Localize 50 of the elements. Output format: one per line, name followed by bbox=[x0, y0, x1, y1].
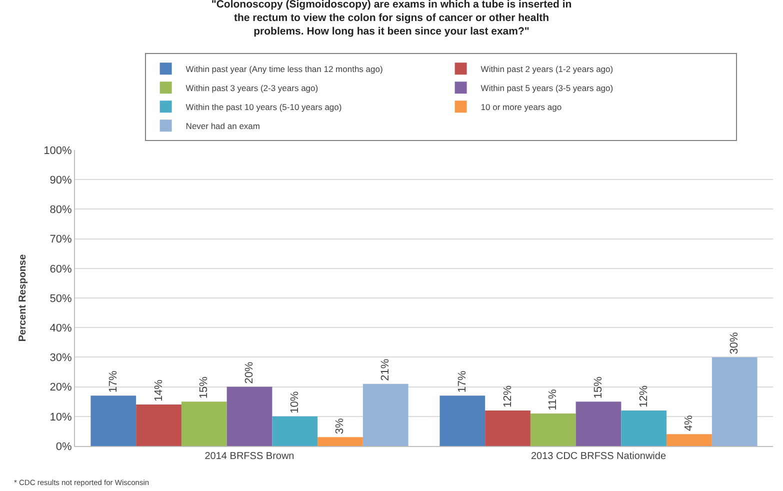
data-label: 12% bbox=[638, 385, 650, 408]
legend-label: 10 or more years ago bbox=[480, 102, 562, 112]
legend-label: Within the past 10 years (5-10 years ago) bbox=[186, 102, 342, 112]
bar bbox=[712, 357, 758, 446]
y-tick-label: 0% bbox=[56, 440, 72, 453]
data-label: 11% bbox=[547, 389, 560, 410]
data-label: 15% bbox=[592, 376, 604, 399]
data-label: 3% bbox=[334, 418, 346, 434]
bar bbox=[666, 434, 712, 446]
data-label: 21% bbox=[380, 358, 392, 381]
y-tick-label: 50% bbox=[50, 292, 72, 305]
y-tick-label: 20% bbox=[50, 382, 72, 394]
bar bbox=[485, 410, 530, 446]
data-label: 17% bbox=[456, 370, 468, 393]
data-label: 17% bbox=[107, 370, 120, 393]
bar bbox=[621, 410, 667, 446]
y-tick-label: 30% bbox=[50, 352, 72, 364]
y-tick-label: 60% bbox=[50, 263, 72, 276]
legend-label: Within past 5 years (3-5 years ago) bbox=[480, 82, 614, 93]
x-tick-label: 2013 CDC BRFSS Nationwide bbox=[530, 451, 666, 462]
legend-label: Within past 2 years (1-2 years ago) bbox=[480, 64, 614, 74]
bar bbox=[136, 404, 182, 446]
legend-label: Within past year (Any time less than 12 months ago) bbox=[186, 64, 383, 74]
data-label: 20% bbox=[244, 362, 256, 384]
y-tick-label: 10% bbox=[50, 411, 72, 424]
data-label: 14% bbox=[152, 379, 165, 402]
bar bbox=[362, 384, 408, 446]
bar bbox=[440, 396, 486, 446]
bar bbox=[181, 402, 227, 446]
y-axis-title: Percent Response bbox=[18, 254, 29, 342]
y-tick-label: 70% bbox=[50, 234, 72, 246]
bar bbox=[530, 413, 576, 446]
chart-title: "Colonoscopy (Sigmoidoscopy) are exams in which a tube is inserted in the rectum to view the colon for signs of cancer or other health problems. How long has it been since your last exam?" bbox=[211, 0, 572, 38]
data-label: 12% bbox=[502, 385, 514, 408]
bar bbox=[318, 437, 363, 446]
x-tick-label: 2014 BRFSS Brown bbox=[204, 451, 294, 462]
y-tick-label: 80% bbox=[50, 204, 72, 216]
bar bbox=[576, 402, 622, 446]
y-tick-label: 100% bbox=[44, 144, 72, 157]
legend-label: Never had an exam bbox=[186, 120, 260, 131]
legend-label: Within past 3 years (2-3 years ago) bbox=[186, 82, 318, 93]
bar bbox=[226, 386, 272, 446]
data-label: 30% bbox=[728, 332, 741, 354]
y-tick-label: 40% bbox=[50, 322, 72, 334]
bar bbox=[90, 396, 136, 446]
data-label: 15% bbox=[198, 376, 210, 399]
data-label: 4% bbox=[683, 415, 696, 432]
data-label: 10% bbox=[288, 391, 301, 414]
y-tick-label: 90% bbox=[50, 174, 72, 186]
bar bbox=[272, 416, 318, 446]
